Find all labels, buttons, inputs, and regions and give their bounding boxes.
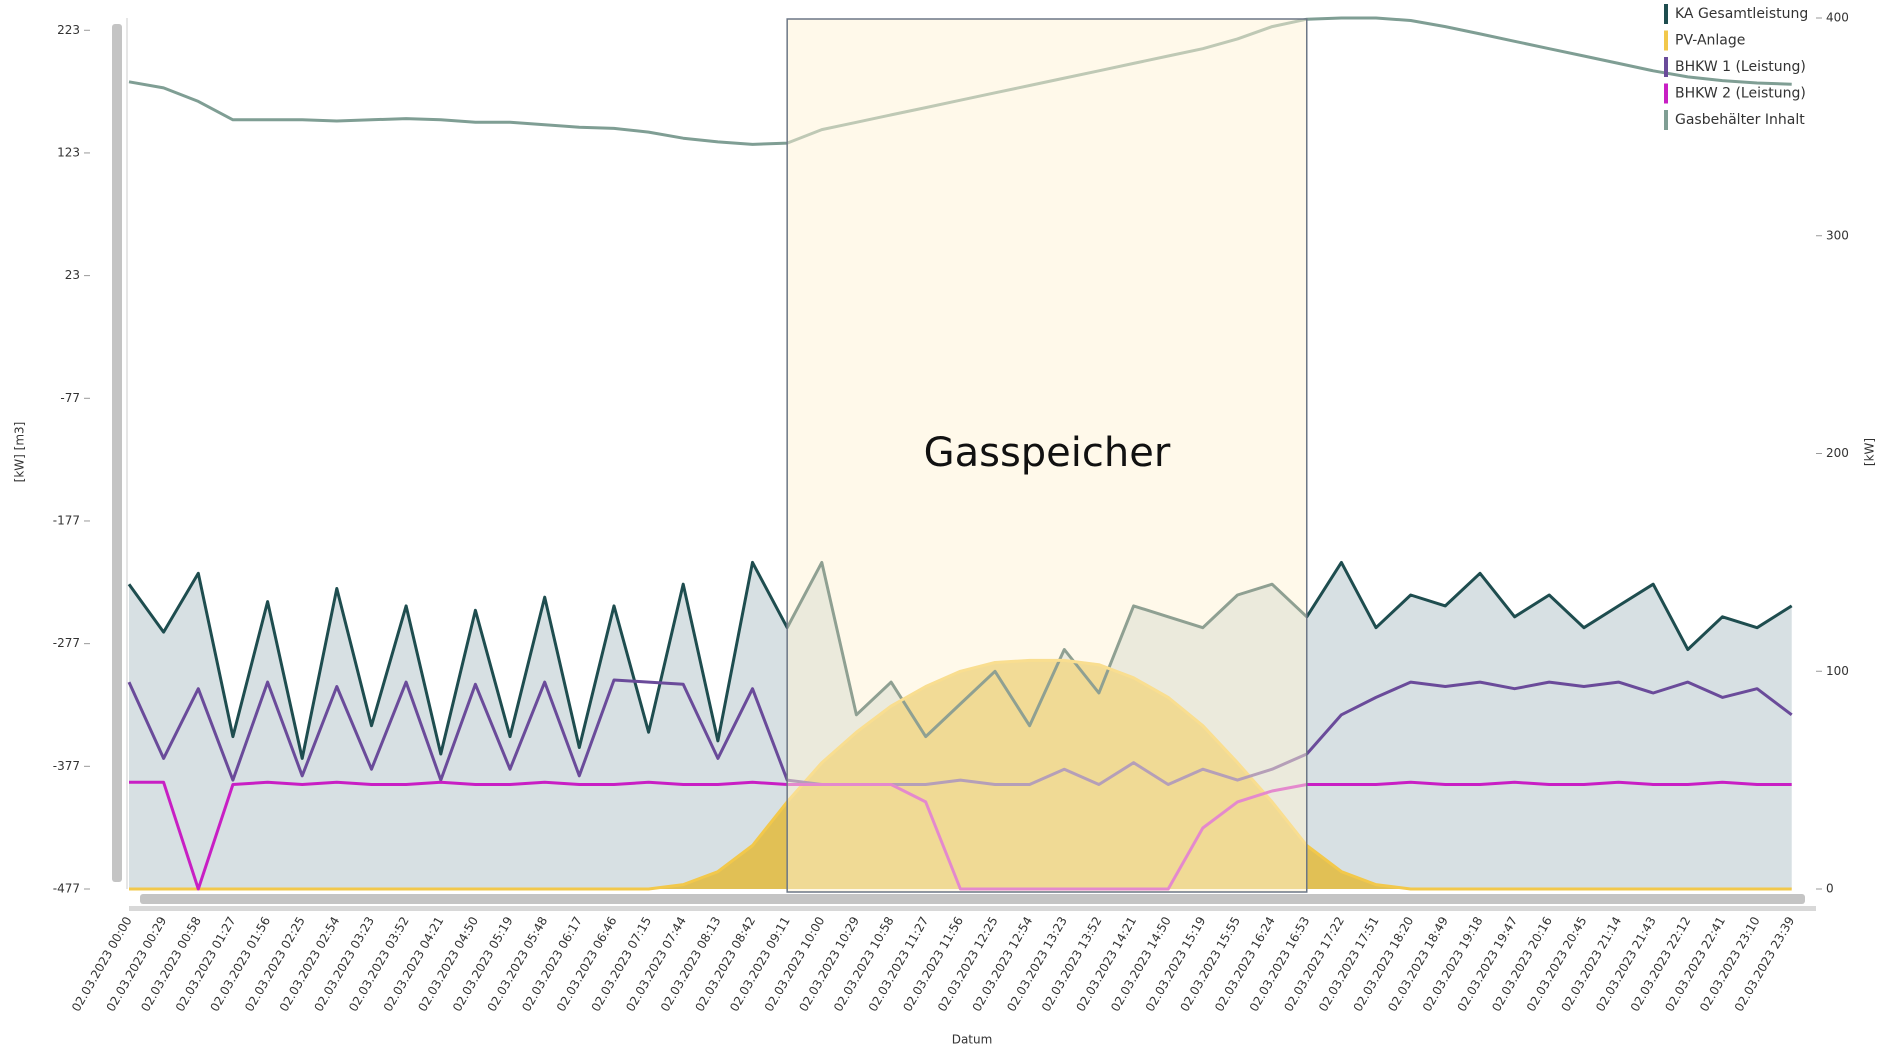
legend-swatch bbox=[1664, 57, 1668, 77]
legend-label: BHKW 2 (Leistung) bbox=[1675, 86, 1806, 102]
legend-swatch bbox=[1664, 30, 1668, 51]
y2-tick-label: 300 bbox=[1826, 228, 1849, 242]
x-axis-title: Datum bbox=[952, 1033, 993, 1047]
y2-tick-label: 200 bbox=[1826, 446, 1849, 460]
legend-swatch bbox=[1664, 110, 1668, 130]
y2-axis-title: [kW] bbox=[1863, 438, 1877, 466]
annotation-label: Gasspeicher bbox=[924, 430, 1171, 476]
legend-swatch bbox=[1664, 83, 1668, 104]
range-track bbox=[129, 906, 1816, 911]
annotation-region bbox=[786, 18, 1308, 893]
legend-swatch bbox=[1664, 4, 1668, 24]
y-tick-label: -377 bbox=[53, 759, 80, 773]
y2-tick-label: 0 bbox=[1826, 882, 1834, 896]
legend-label: Gasbehälter Inhalt bbox=[1675, 112, 1805, 128]
horizontal-scrollbar[interactable] bbox=[140, 894, 1805, 904]
y-tick-label: -277 bbox=[53, 636, 80, 650]
y2-tick-label: 100 bbox=[1826, 664, 1849, 678]
legend-label: PV-Anlage bbox=[1675, 33, 1745, 49]
y-tick-label: -77 bbox=[60, 391, 80, 405]
y-tick-label: 123 bbox=[57, 145, 80, 159]
y-tick-label: 223 bbox=[57, 23, 80, 37]
vertical-scrollbar[interactable] bbox=[112, 24, 122, 882]
x-tick-label: 02.03.2023 00:00 bbox=[69, 914, 135, 1014]
y-tick-label: -477 bbox=[53, 882, 80, 896]
y-axis-title: [kW] [m3] bbox=[13, 422, 27, 483]
y2-tick-label: 400 bbox=[1826, 11, 1849, 25]
y-tick-label: -177 bbox=[53, 513, 80, 527]
y-tick-label: 23 bbox=[65, 268, 80, 282]
legend-label: BHKW 1 (Leistung) bbox=[1675, 59, 1806, 75]
legend-label: KA Gesamtleistung bbox=[1675, 6, 1808, 22]
